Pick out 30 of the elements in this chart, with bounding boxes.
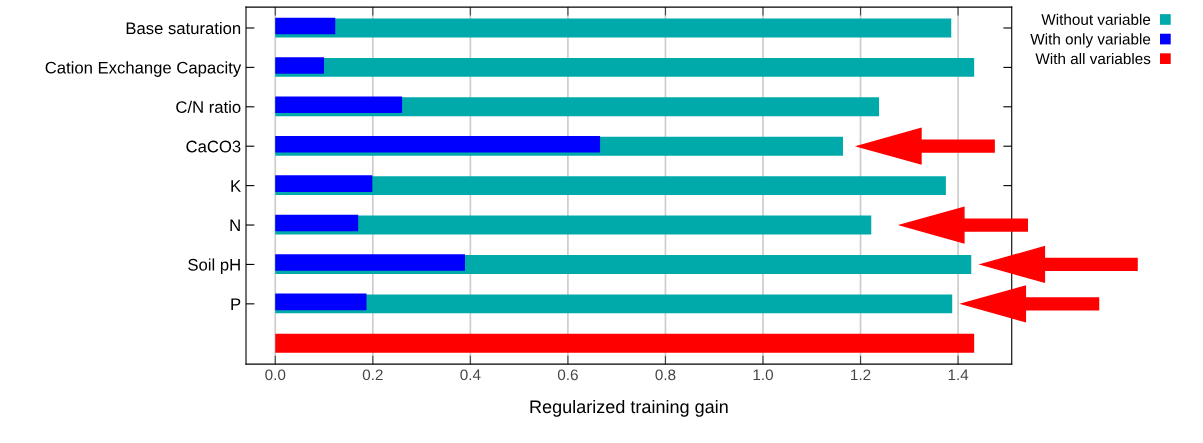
x-tick-label: 1.2 [851, 369, 871, 381]
bar [275, 293, 367, 311]
y-tick-label: CaCO3 [186, 140, 241, 153]
x-tick-label: 0.6 [557, 369, 578, 381]
y-tick-label: Cation Exchange Capacity [45, 61, 242, 77]
legend-label: Without variable [1041, 13, 1151, 25]
bar [275, 96, 403, 114]
y-tick-label: Base saturation [126, 21, 241, 35]
x-axis-title: Regularized training gain [530, 399, 728, 417]
y-tick-label: N [230, 219, 240, 232]
y-tick-label: P [231, 298, 241, 310]
y-tick-label: Soil pH [188, 258, 240, 274]
bar [275, 214, 359, 232]
bar [275, 254, 465, 271]
legend-label: With only variable [1030, 33, 1151, 48]
x-tick-label: 0.0 [265, 369, 286, 381]
x-tick-label: 0.4 [460, 369, 481, 381]
bar [275, 333, 975, 353]
x-tick-label: 1.0 [753, 369, 774, 381]
bar [275, 57, 325, 74]
legend-label: With all variables [1035, 52, 1151, 65]
y-tick-label: K [231, 180, 241, 192]
x-tick-label: 1.4 [948, 369, 969, 381]
x-tick-label: 0.2 [362, 369, 383, 381]
y-tick-label: C/N ratio [176, 100, 241, 113]
bar [275, 135, 601, 153]
bar [275, 17, 336, 35]
bar [275, 175, 373, 192]
bar [275, 57, 975, 77]
x-tick-label: 0.8 [655, 369, 676, 381]
